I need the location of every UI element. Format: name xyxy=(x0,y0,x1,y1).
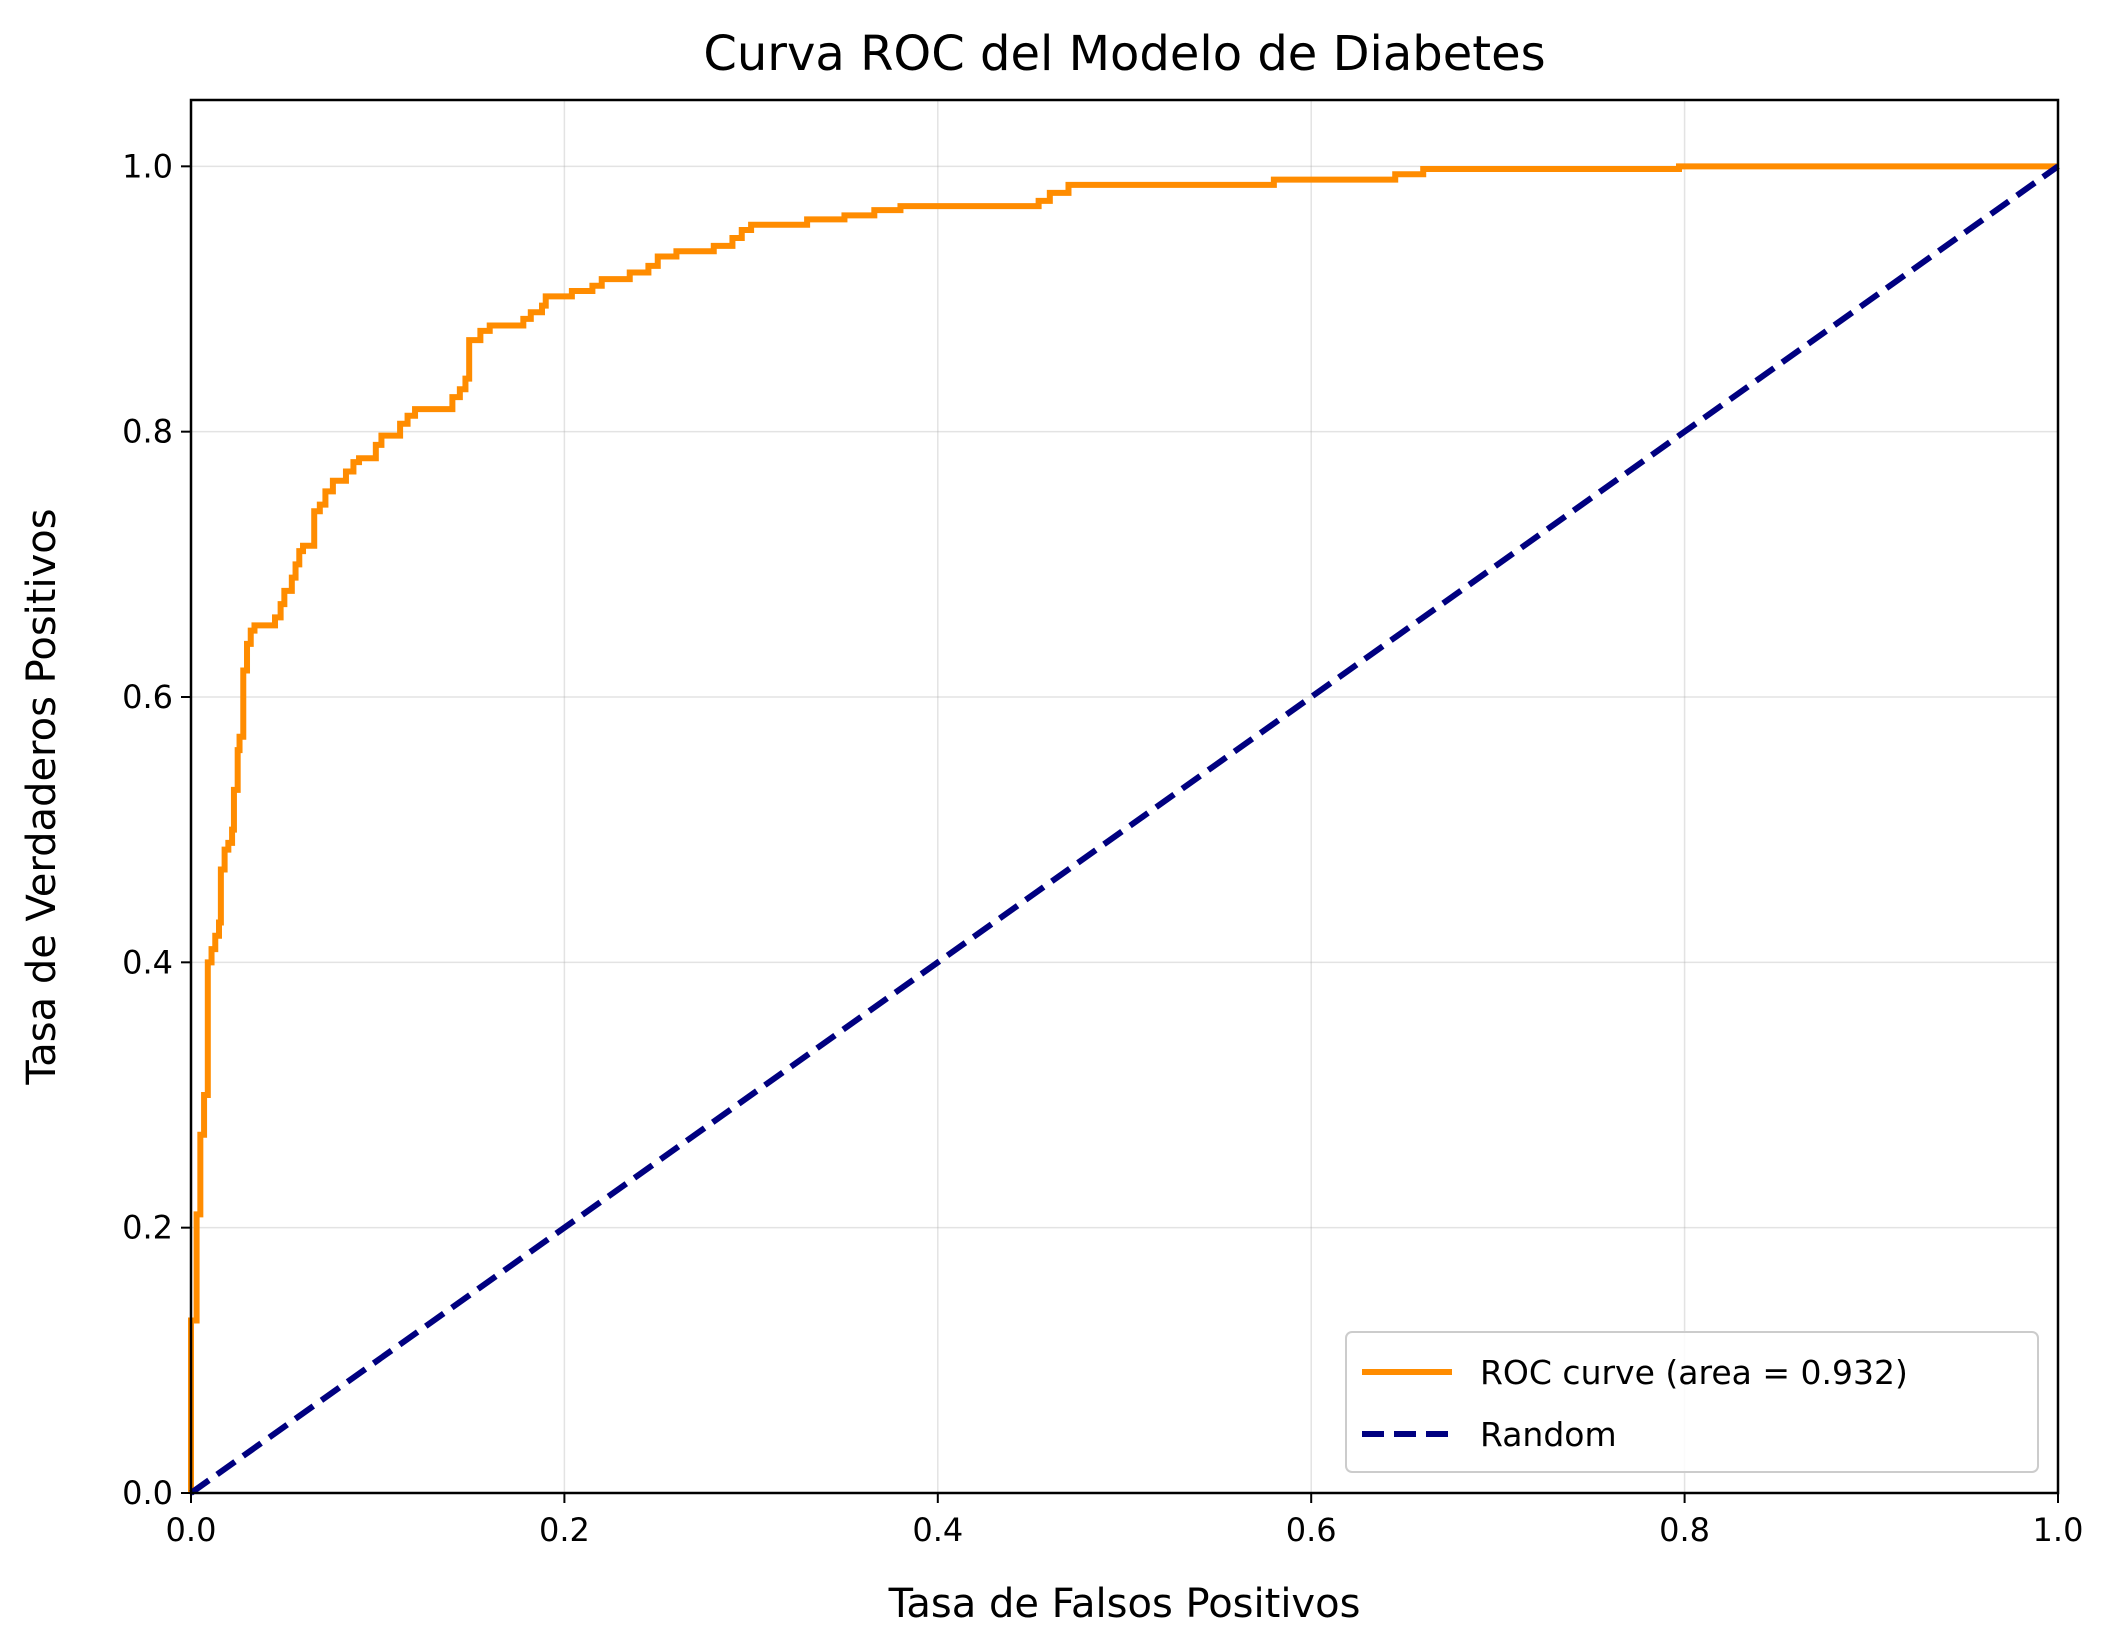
x-tick-label: 0.0 xyxy=(166,1511,217,1549)
y-tick-label: 0.2 xyxy=(122,1209,173,1247)
y-axis-label: Tasa de Verdaderos Positivos xyxy=(19,508,65,1085)
y-tick-label: 0.6 xyxy=(122,678,173,716)
x-tick-label: 0.2 xyxy=(539,1511,590,1549)
roc-curve-line xyxy=(188,163,2058,1493)
x-tick-label: 0.4 xyxy=(912,1511,963,1549)
plot-frame xyxy=(189,98,2060,1495)
y-tick-label: 1.0 xyxy=(122,147,173,185)
y-tick-label: 0.0 xyxy=(122,1474,173,1512)
series-layer xyxy=(188,163,2060,1496)
grid-layer xyxy=(190,100,2059,1494)
legend-label-roc: ROC curve (area = 0.932) xyxy=(1480,1353,1908,1392)
x-axis-label: Tasa de Falsos Positivos xyxy=(888,1581,1361,1627)
x-tick-label: 0.8 xyxy=(1659,1511,1710,1549)
tick-layer: 0.0 0.2 0.4 0.6 0.8 1.0 0.0 0.2 0.4 0.6 0.8 1.0 xyxy=(122,147,2083,1549)
x-tick-label: 0.6 xyxy=(1286,1511,1337,1549)
x-tick-label: 1.0 xyxy=(2033,1511,2084,1549)
legend: ROC curve (area = 0.932) Random xyxy=(1345,1331,2039,1473)
legend-label-random: Random xyxy=(1480,1415,1617,1454)
y-tick-label: 0.4 xyxy=(122,943,173,981)
chart-title: Curva ROC del Modelo de Diabetes xyxy=(703,26,1545,82)
random-baseline-line xyxy=(189,163,2060,1496)
legend-box xyxy=(1345,1331,2039,1473)
y-tick-label: 0.8 xyxy=(122,413,173,451)
